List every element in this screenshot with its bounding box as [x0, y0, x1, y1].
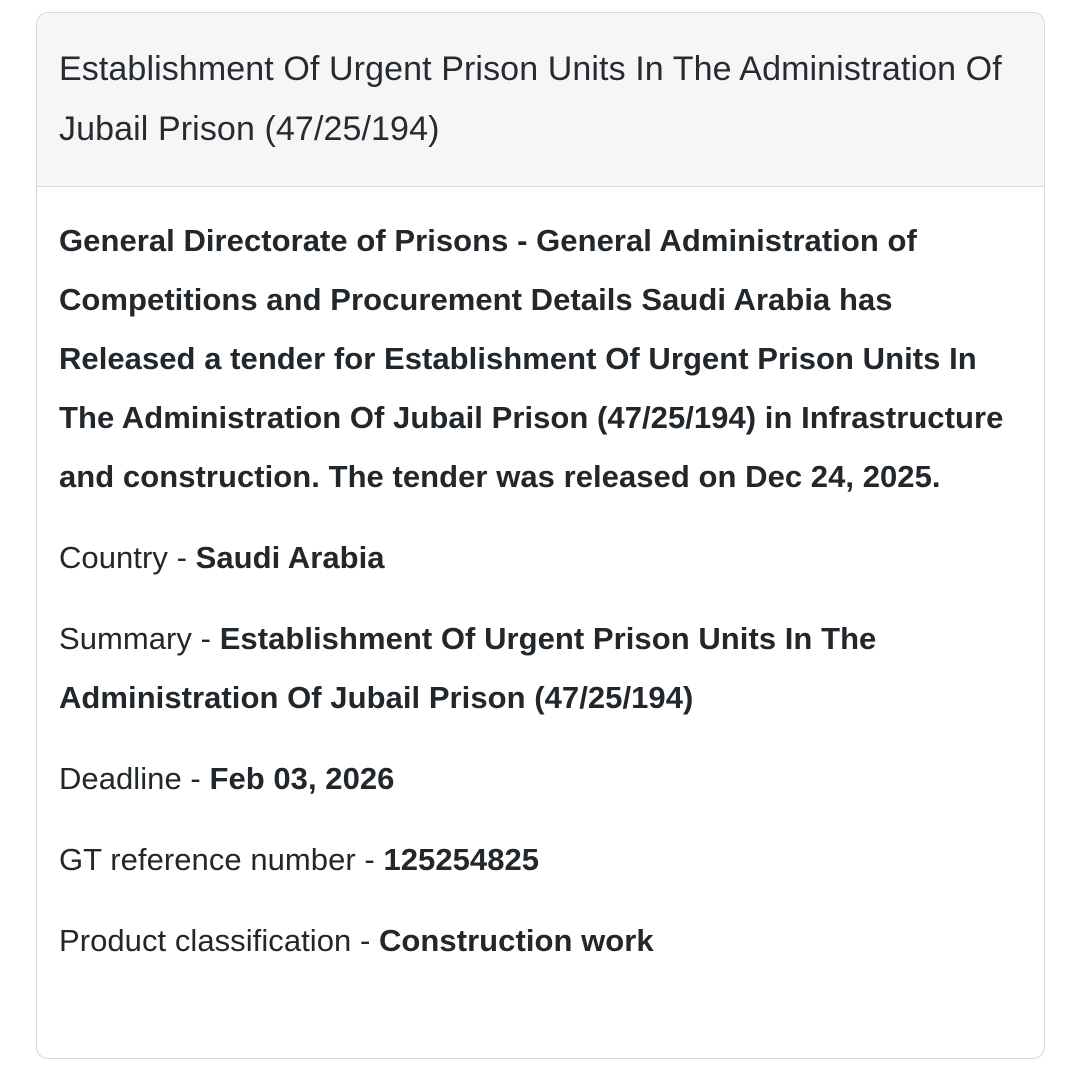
card-header: Establishment Of Urgent Prison Units In …: [37, 13, 1044, 187]
field-value-deadline: Feb 03, 2026: [209, 761, 395, 796]
tender-detail-card: Establishment Of Urgent Prison Units In …: [36, 12, 1045, 1059]
field-separator: -: [351, 923, 379, 958]
field-separator: -: [191, 621, 220, 656]
field-separator: -: [167, 540, 196, 575]
field-label-product-classification: Product classification: [59, 923, 352, 958]
field-label-summary: Summary: [59, 621, 192, 656]
tender-description: General Directorate of Prisons - General…: [59, 223, 1004, 494]
field-row-summary: Summary - Establishment Of Urgent Prison…: [59, 609, 1022, 727]
field-label-gt-reference-number: GT reference number: [59, 842, 356, 877]
field-value-country: Saudi Arabia: [195, 540, 385, 575]
field-value-product-classification: Construction work: [379, 923, 654, 958]
tender-title: Establishment Of Urgent Prison Units In …: [59, 50, 1002, 148]
field-value-summary: Establishment Of Urgent Prison Units In …: [59, 621, 877, 715]
field-label-deadline: Deadline: [59, 761, 182, 796]
card-body: General Directorate of Prisons - General…: [37, 187, 1044, 1000]
field-row-country: Country - Saudi Arabia: [59, 528, 1022, 587]
field-row-gt-reference-number: GT reference number - 125254825: [59, 830, 1022, 889]
field-value-gt-reference-number: 125254825: [383, 842, 540, 877]
field-row-product-classification: Product classification - Construction wo…: [59, 911, 1022, 970]
field-row-deadline: Deadline - Feb 03, 2026: [59, 749, 1022, 808]
field-separator: -: [181, 761, 210, 796]
field-label-country: Country: [59, 540, 168, 575]
field-separator: -: [355, 842, 384, 877]
